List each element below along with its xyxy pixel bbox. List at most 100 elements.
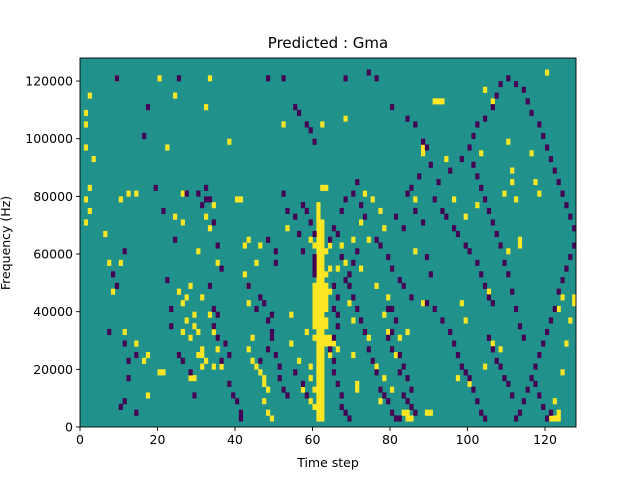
heatmap-cell-low bbox=[401, 225, 406, 232]
heatmap-cell-low bbox=[169, 323, 174, 330]
heatmap-cell-low bbox=[548, 156, 554, 163]
heatmap-cell-low bbox=[304, 207, 309, 214]
heatmap-cell-high bbox=[316, 294, 321, 301]
heatmap-cell-low bbox=[176, 75, 182, 82]
heatmap-cell-high bbox=[428, 409, 433, 416]
heatmap-cell-low bbox=[173, 236, 178, 243]
heatmap-cell-low bbox=[541, 132, 546, 140]
heatmap-cell-high bbox=[246, 236, 251, 243]
chart-title: Predicted : Gma bbox=[268, 34, 388, 52]
heatmap-cell-high bbox=[320, 363, 325, 370]
heatmap-cell-high bbox=[316, 311, 321, 318]
heatmap-cell-high bbox=[560, 369, 565, 376]
heatmap-cell-low bbox=[390, 346, 395, 353]
heatmap-cell-high bbox=[308, 375, 313, 382]
heatmap-cell-high bbox=[506, 138, 511, 145]
heatmap-cell-high bbox=[517, 242, 523, 249]
heatmap-cell-low bbox=[572, 242, 577, 249]
heatmap-cell-low bbox=[328, 346, 333, 353]
heatmap-cell-high bbox=[87, 184, 92, 191]
heatmap-cell-high bbox=[215, 346, 220, 353]
heatmap-cell-high bbox=[180, 300, 185, 307]
heatmap-cell-high bbox=[440, 98, 445, 105]
heatmap-cell-low bbox=[126, 375, 131, 382]
heatmap-cell-high bbox=[188, 375, 193, 382]
heatmap-cell-low bbox=[300, 380, 306, 387]
heatmap-cell-low bbox=[374, 236, 379, 243]
heatmap-cell-high bbox=[316, 392, 321, 399]
heatmap-cell-high bbox=[316, 334, 321, 341]
heatmap-cell-low bbox=[231, 392, 236, 399]
heatmap-cell-low bbox=[331, 369, 337, 376]
heatmap-cell-low bbox=[471, 161, 476, 168]
heatmap-cell-low bbox=[269, 328, 275, 336]
heatmap-cell-high bbox=[200, 363, 205, 370]
heatmap-cell-low bbox=[514, 415, 519, 422]
heatmap-cell-high bbox=[374, 282, 379, 289]
heatmap-cell-low bbox=[397, 369, 402, 376]
heatmap-cell-low bbox=[529, 375, 534, 382]
heatmap-cell-high bbox=[180, 328, 185, 336]
heatmap-cell-high bbox=[362, 190, 368, 197]
heatmap-cell-low bbox=[467, 248, 472, 255]
heatmap-cell-high bbox=[312, 282, 317, 289]
heatmap-cell-low bbox=[514, 81, 519, 88]
heatmap-cell-low bbox=[502, 259, 507, 266]
heatmap-cell-high bbox=[405, 328, 410, 336]
heatmap-cell-low bbox=[463, 369, 468, 376]
heatmap-cell-low bbox=[529, 109, 534, 116]
heatmap-cell-low bbox=[269, 334, 275, 341]
heatmap-cell-low bbox=[378, 242, 383, 249]
heatmap-cell-high bbox=[242, 242, 247, 249]
heatmap-cell-low bbox=[335, 294, 340, 301]
heatmap-cell-high bbox=[572, 300, 577, 307]
heatmap-cell-high bbox=[320, 219, 325, 226]
heatmap-cell-low bbox=[122, 398, 127, 405]
heatmap-cell-high bbox=[312, 323, 317, 330]
heatmap-cell-high bbox=[320, 346, 325, 353]
heatmap-cell-high bbox=[316, 328, 321, 336]
heatmap-cell-low bbox=[405, 375, 410, 382]
heatmap-cell-high bbox=[312, 300, 317, 307]
heatmap-cell-low bbox=[207, 196, 213, 203]
heatmap-cell-high bbox=[316, 236, 321, 243]
heatmap-cell-low bbox=[545, 328, 550, 336]
heatmap-cell-low bbox=[432, 196, 437, 203]
heatmap-cell-high bbox=[320, 369, 325, 376]
heatmap-cell-high bbox=[320, 392, 325, 399]
heatmap-cell-low bbox=[393, 317, 399, 324]
heatmap-cell-high bbox=[196, 328, 201, 336]
heatmap-cell-high bbox=[324, 300, 329, 307]
heatmap-cell-high bbox=[122, 328, 127, 336]
heatmap-cell-low bbox=[382, 392, 387, 399]
heatmap-cell-low bbox=[378, 386, 383, 393]
heatmap-cell-high bbox=[312, 311, 317, 318]
heatmap-cell-low bbox=[506, 380, 511, 387]
heatmap-cell-low bbox=[421, 138, 426, 145]
heatmap-cell-high bbox=[312, 403, 317, 411]
heatmap-cell-low bbox=[331, 357, 337, 364]
heatmap-cell-high bbox=[250, 357, 255, 364]
heatmap-cell-high bbox=[157, 369, 162, 376]
y-tick-label: 120000 bbox=[25, 74, 73, 89]
heatmap-cell-high bbox=[452, 196, 457, 203]
heatmap-cell-high bbox=[107, 259, 112, 266]
y-axis-label: Frequency (Hz) bbox=[0, 196, 13, 290]
heatmap-cell-low bbox=[308, 219, 313, 226]
heatmap-cell-low bbox=[269, 311, 275, 318]
heatmap-cell-low bbox=[331, 282, 337, 289]
heatmap-cell-high bbox=[200, 346, 205, 353]
heatmap-cell-high bbox=[320, 277, 325, 284]
heatmap-cell-low bbox=[471, 386, 476, 393]
heatmap-cell-high bbox=[250, 334, 255, 341]
heatmap-cell-low bbox=[556, 288, 561, 295]
heatmap-cell-low bbox=[184, 190, 189, 197]
heatmap-cell-high bbox=[111, 288, 116, 295]
heatmap-cell-high bbox=[324, 317, 329, 324]
heatmap-cell-low bbox=[134, 409, 139, 416]
heatmap-cell-low bbox=[560, 190, 565, 197]
heatmap-cell-low bbox=[335, 323, 340, 330]
heatmap-cell-low bbox=[386, 398, 391, 405]
heatmap-cell-low bbox=[475, 398, 480, 405]
heatmap-cell-low bbox=[463, 242, 468, 249]
